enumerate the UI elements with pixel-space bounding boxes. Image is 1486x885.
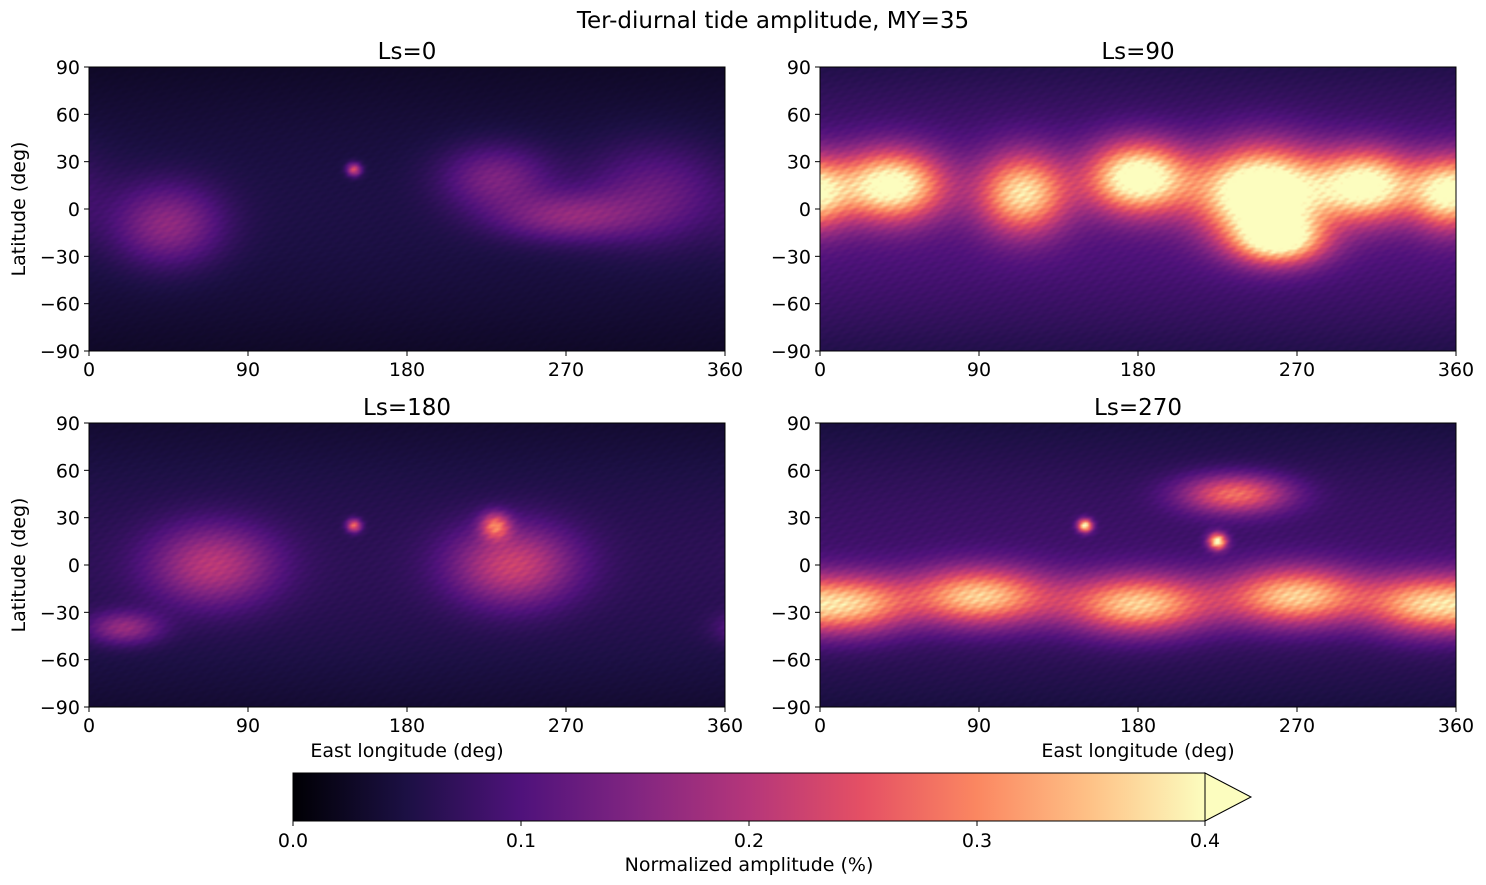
y-tick-label: −30: [771, 602, 811, 624]
x-tick-label: 90: [236, 715, 260, 737]
y-tick-label: −60: [40, 294, 80, 316]
panel-4: Ls=270 0 90 180 270 360 90 60 30 0 −30 −60 −90 East l…: [771, 395, 1474, 762]
x-axis-label: East longitude (deg): [1041, 740, 1234, 762]
y-tick-label: 60: [56, 104, 80, 126]
panel-title: Ls=0: [378, 39, 437, 65]
panel-3: Ls=180 0 90 180 270 360 90 60 30 0 −30 −60 −90 Latitu…: [8, 395, 743, 762]
y-axis-label: Latitude (deg): [8, 498, 30, 633]
y-tick-label: −60: [40, 650, 80, 672]
figure-title: Ter-diurnal tide amplitude, MY=35: [576, 8, 969, 34]
x-tick-label: 0: [83, 715, 95, 737]
x-tick-label: 360: [1438, 715, 1474, 737]
y-tick-label: −30: [40, 246, 80, 268]
x-tick-label: 90: [967, 359, 991, 381]
y-tick-label: −90: [771, 697, 811, 719]
x-tick-label: 0: [83, 359, 95, 381]
panel-title: Ls=180: [363, 395, 451, 421]
heatmap-1: [89, 67, 725, 351]
y-tick-label: 90: [56, 413, 80, 435]
y-tick-label: 30: [787, 508, 811, 530]
y-tick-label: 30: [56, 508, 80, 530]
x-tick-label: 180: [389, 715, 425, 737]
colorbar-tick-label: 0.0: [278, 830, 308, 852]
y-tick-label: −60: [771, 650, 811, 672]
x-tick-label: 90: [967, 715, 991, 737]
x-tick-label: 360: [1438, 359, 1474, 381]
x-tick-label: 0: [814, 359, 826, 381]
x-tick-label: 0: [814, 715, 826, 737]
panel-title: Ls=90: [1101, 39, 1174, 65]
colorbar-tick-label: 0.2: [734, 830, 764, 852]
y-tick-label: −60: [771, 294, 811, 316]
panel-1: Ls=0 0 90 180 270 360 90 60 30 0 −30 −60 −90 Latitude…: [8, 39, 743, 381]
x-tick-label: 360: [707, 715, 743, 737]
heatmap-4: [820, 423, 1456, 707]
x-tick-label: 180: [1120, 715, 1156, 737]
y-tick-label: −30: [771, 246, 811, 268]
y-tick-label: −30: [40, 602, 80, 624]
y-tick-label: 0: [68, 199, 80, 221]
x-tick-label: 270: [548, 715, 584, 737]
x-tick-label: 270: [1279, 359, 1315, 381]
colorbar-extend-arrow: [1204, 772, 1253, 822]
y-tick-label: 90: [787, 413, 811, 435]
y-tick-label: 90: [56, 57, 80, 79]
y-axis-label: Latitude (deg): [8, 142, 30, 277]
x-tick-label: 180: [1120, 359, 1156, 381]
heatmap-3: [89, 423, 725, 707]
y-tick-label: 90: [787, 57, 811, 79]
y-tick-label: 60: [787, 104, 811, 126]
x-tick-label: 270: [548, 359, 584, 381]
x-tick-label: 180: [389, 359, 425, 381]
y-tick-label: −90: [771, 341, 811, 363]
y-tick-label: 60: [787, 460, 811, 482]
panel-2: Ls=90 0 90 180 270 360 90 60 30 0 −30 −60 −90: [771, 39, 1474, 381]
x-tick-label: 270: [1279, 715, 1315, 737]
x-tick-label: 90: [236, 359, 260, 381]
colorbar-tick-label: 0.3: [962, 830, 992, 852]
colorbar-label: Normalized amplitude (%): [625, 854, 874, 876]
colorbar-tick-label: 0.4: [1190, 830, 1220, 852]
y-tick-label: 30: [787, 152, 811, 174]
colorbar-tick-label: 0.1: [506, 830, 536, 852]
x-tick-label: 360: [707, 359, 743, 381]
panel-title: Ls=270: [1094, 395, 1182, 421]
heatmap-2: [820, 67, 1456, 351]
y-tick-label: −90: [40, 697, 80, 719]
y-tick-label: 60: [56, 460, 80, 482]
y-tick-label: 0: [799, 199, 811, 221]
colorbar: 0.0 0.1 0.2 0.3 0.4 Normalized amplitude (%): [278, 772, 1253, 876]
y-tick-label: 0: [799, 555, 811, 577]
y-tick-label: −90: [40, 341, 80, 363]
x-axis-label: East longitude (deg): [310, 740, 503, 762]
y-tick-label: 30: [56, 152, 80, 174]
y-tick-label: 0: [68, 555, 80, 577]
colorbar-gradient: [293, 773, 1205, 821]
